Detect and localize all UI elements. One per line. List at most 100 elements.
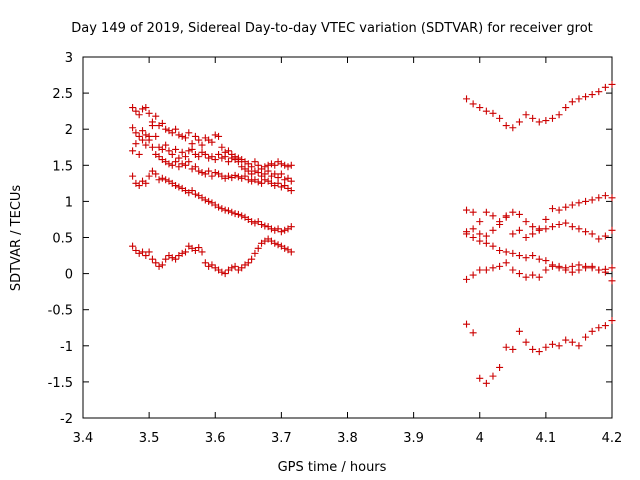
data-point (132, 246, 140, 254)
data-point (158, 261, 166, 269)
data-point (588, 91, 596, 99)
data-point (181, 248, 189, 256)
data-point (284, 163, 292, 171)
data-point (168, 129, 176, 137)
data-point (251, 249, 259, 257)
data-point (469, 271, 477, 279)
data-point (522, 254, 530, 262)
y-tick-label: 2.5 (52, 87, 73, 102)
data-point (208, 153, 216, 161)
data-point (181, 134, 189, 142)
data-point (588, 196, 596, 204)
data-point (129, 104, 137, 112)
data-point (228, 264, 236, 272)
data-point (608, 264, 616, 272)
data-point (168, 254, 176, 262)
data-point (287, 223, 295, 231)
data-point (489, 109, 497, 117)
plot-frame (82, 56, 613, 419)
data-point (129, 147, 137, 155)
data-point (178, 249, 186, 257)
data-point (509, 249, 517, 257)
data-point (139, 136, 147, 144)
data-point (267, 160, 275, 168)
data-point (244, 167, 252, 175)
series-sat-e (129, 235, 295, 278)
data-point (158, 174, 166, 182)
data-point (277, 160, 285, 168)
x-tick-label: 3.7 (271, 431, 292, 446)
data-point (155, 153, 163, 161)
data-point (482, 239, 490, 247)
data-point (601, 322, 609, 330)
x-tick-label: 3.8 (337, 431, 358, 446)
data-point (555, 342, 563, 350)
data-point (595, 266, 603, 274)
data-point (281, 182, 289, 190)
data-point (152, 132, 160, 140)
data-point (218, 268, 226, 276)
data-point (172, 182, 180, 190)
y-tick-label: -2 (60, 412, 73, 427)
x-tick-label: 3.6 (205, 431, 226, 446)
data-point (145, 132, 153, 140)
data-point (509, 208, 517, 216)
data-point (522, 338, 530, 346)
data-point (482, 379, 490, 387)
data-point (142, 141, 150, 149)
data-point (575, 95, 583, 103)
data-point (271, 170, 279, 178)
data-point (277, 183, 285, 191)
y-tick-label: 2 (65, 123, 73, 138)
data-point (469, 234, 477, 241)
data-point (562, 266, 570, 274)
data-point (529, 114, 537, 122)
data-point (568, 201, 576, 209)
data-point (582, 228, 590, 236)
data-point (139, 248, 147, 256)
data-point (482, 266, 490, 274)
data-point (568, 223, 576, 231)
data-point (172, 255, 180, 263)
data-point (542, 215, 550, 223)
data-point (145, 172, 153, 180)
data-point (254, 218, 262, 226)
data-point (218, 143, 226, 151)
data-point (595, 88, 603, 96)
data-point (469, 100, 477, 108)
data-point (248, 170, 256, 178)
data-point (555, 206, 563, 214)
data-point (489, 226, 497, 234)
data-point (575, 342, 583, 350)
data-point (175, 154, 183, 162)
data-point (188, 187, 196, 195)
data-point (522, 273, 530, 281)
data-point (582, 333, 590, 341)
data-point (575, 266, 583, 274)
data-point (152, 170, 160, 178)
data-point (515, 226, 523, 234)
data-point (258, 221, 266, 229)
data-point (463, 206, 471, 214)
data-point (158, 145, 166, 153)
data-point (244, 176, 252, 184)
data-point (476, 104, 484, 112)
data-point (542, 343, 550, 351)
data-point (542, 117, 550, 125)
data-point (496, 363, 504, 371)
y-tick-label: 0.5 (52, 232, 73, 247)
data-point (608, 317, 616, 325)
data-point (234, 173, 242, 181)
x-axis-label: GPS time / hours (278, 460, 387, 475)
data-point (129, 242, 137, 250)
data-point (181, 153, 189, 161)
data-point (148, 143, 156, 151)
data-point (234, 158, 242, 166)
data-point (155, 262, 163, 270)
data-point (152, 259, 160, 267)
data-point (463, 275, 471, 283)
data-point (258, 179, 266, 187)
data-point (254, 244, 262, 252)
data-point (271, 161, 279, 169)
data-point (271, 239, 279, 247)
